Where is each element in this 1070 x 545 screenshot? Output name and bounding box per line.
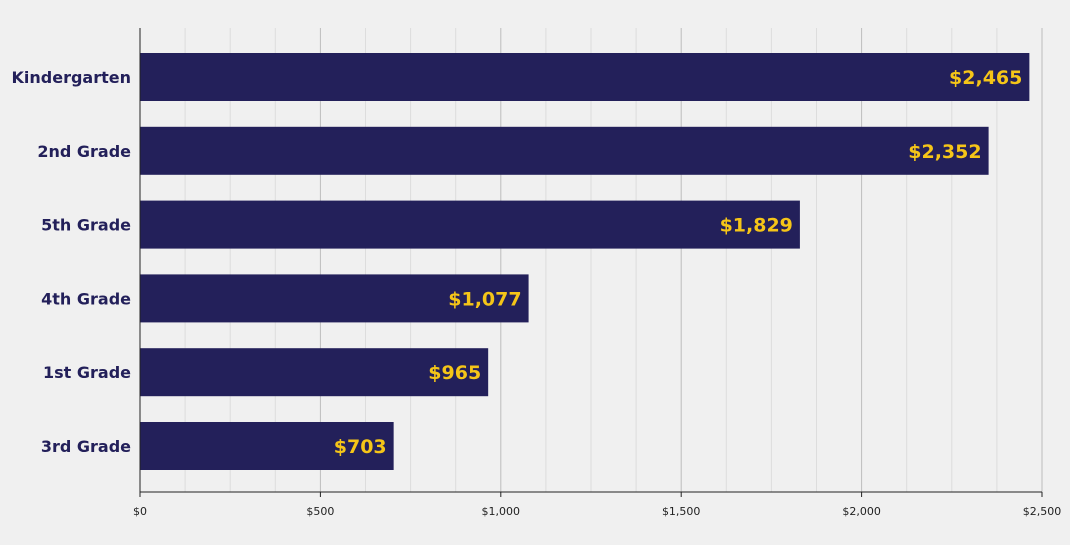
bar xyxy=(140,200,800,249)
category-label: 5th Grade xyxy=(41,216,131,235)
category-label: 4th Grade xyxy=(41,289,131,308)
x-tick-label: $1,000 xyxy=(482,505,521,518)
x-tick-label: $500 xyxy=(306,505,334,518)
bar xyxy=(140,422,394,470)
data-label: $1,077 xyxy=(448,288,521,310)
bar xyxy=(140,274,529,323)
data-label: $2,352 xyxy=(908,141,981,163)
data-label: $703 xyxy=(334,436,387,458)
bars xyxy=(140,53,1030,470)
category-label: Kindergarten xyxy=(12,68,132,87)
category-label: 1st Grade xyxy=(43,363,131,382)
bar xyxy=(140,348,489,397)
category-label: 3rd Grade xyxy=(41,437,131,456)
data-label: $965 xyxy=(428,362,481,384)
data-label: $1,829 xyxy=(720,215,793,237)
grid-lines xyxy=(184,28,1043,492)
x-tick-label: $2,500 xyxy=(1023,505,1062,518)
labels: $2,465 Kindergarten $2,352 2nd Grade $1,829 5… xyxy=(12,67,1023,458)
bar xyxy=(140,53,1030,101)
x-tick-label: $2,000 xyxy=(842,505,881,518)
bar xyxy=(140,126,989,175)
x-tick-label: $1,500 xyxy=(662,505,701,518)
x-tick-label: $0 xyxy=(133,505,147,518)
data-label: $2,465 xyxy=(949,67,1022,89)
category-label: 2nd Grade xyxy=(37,142,131,161)
axes: $0 $500 $1,000 $1,500 $2,000 $2,500 xyxy=(133,28,1061,518)
